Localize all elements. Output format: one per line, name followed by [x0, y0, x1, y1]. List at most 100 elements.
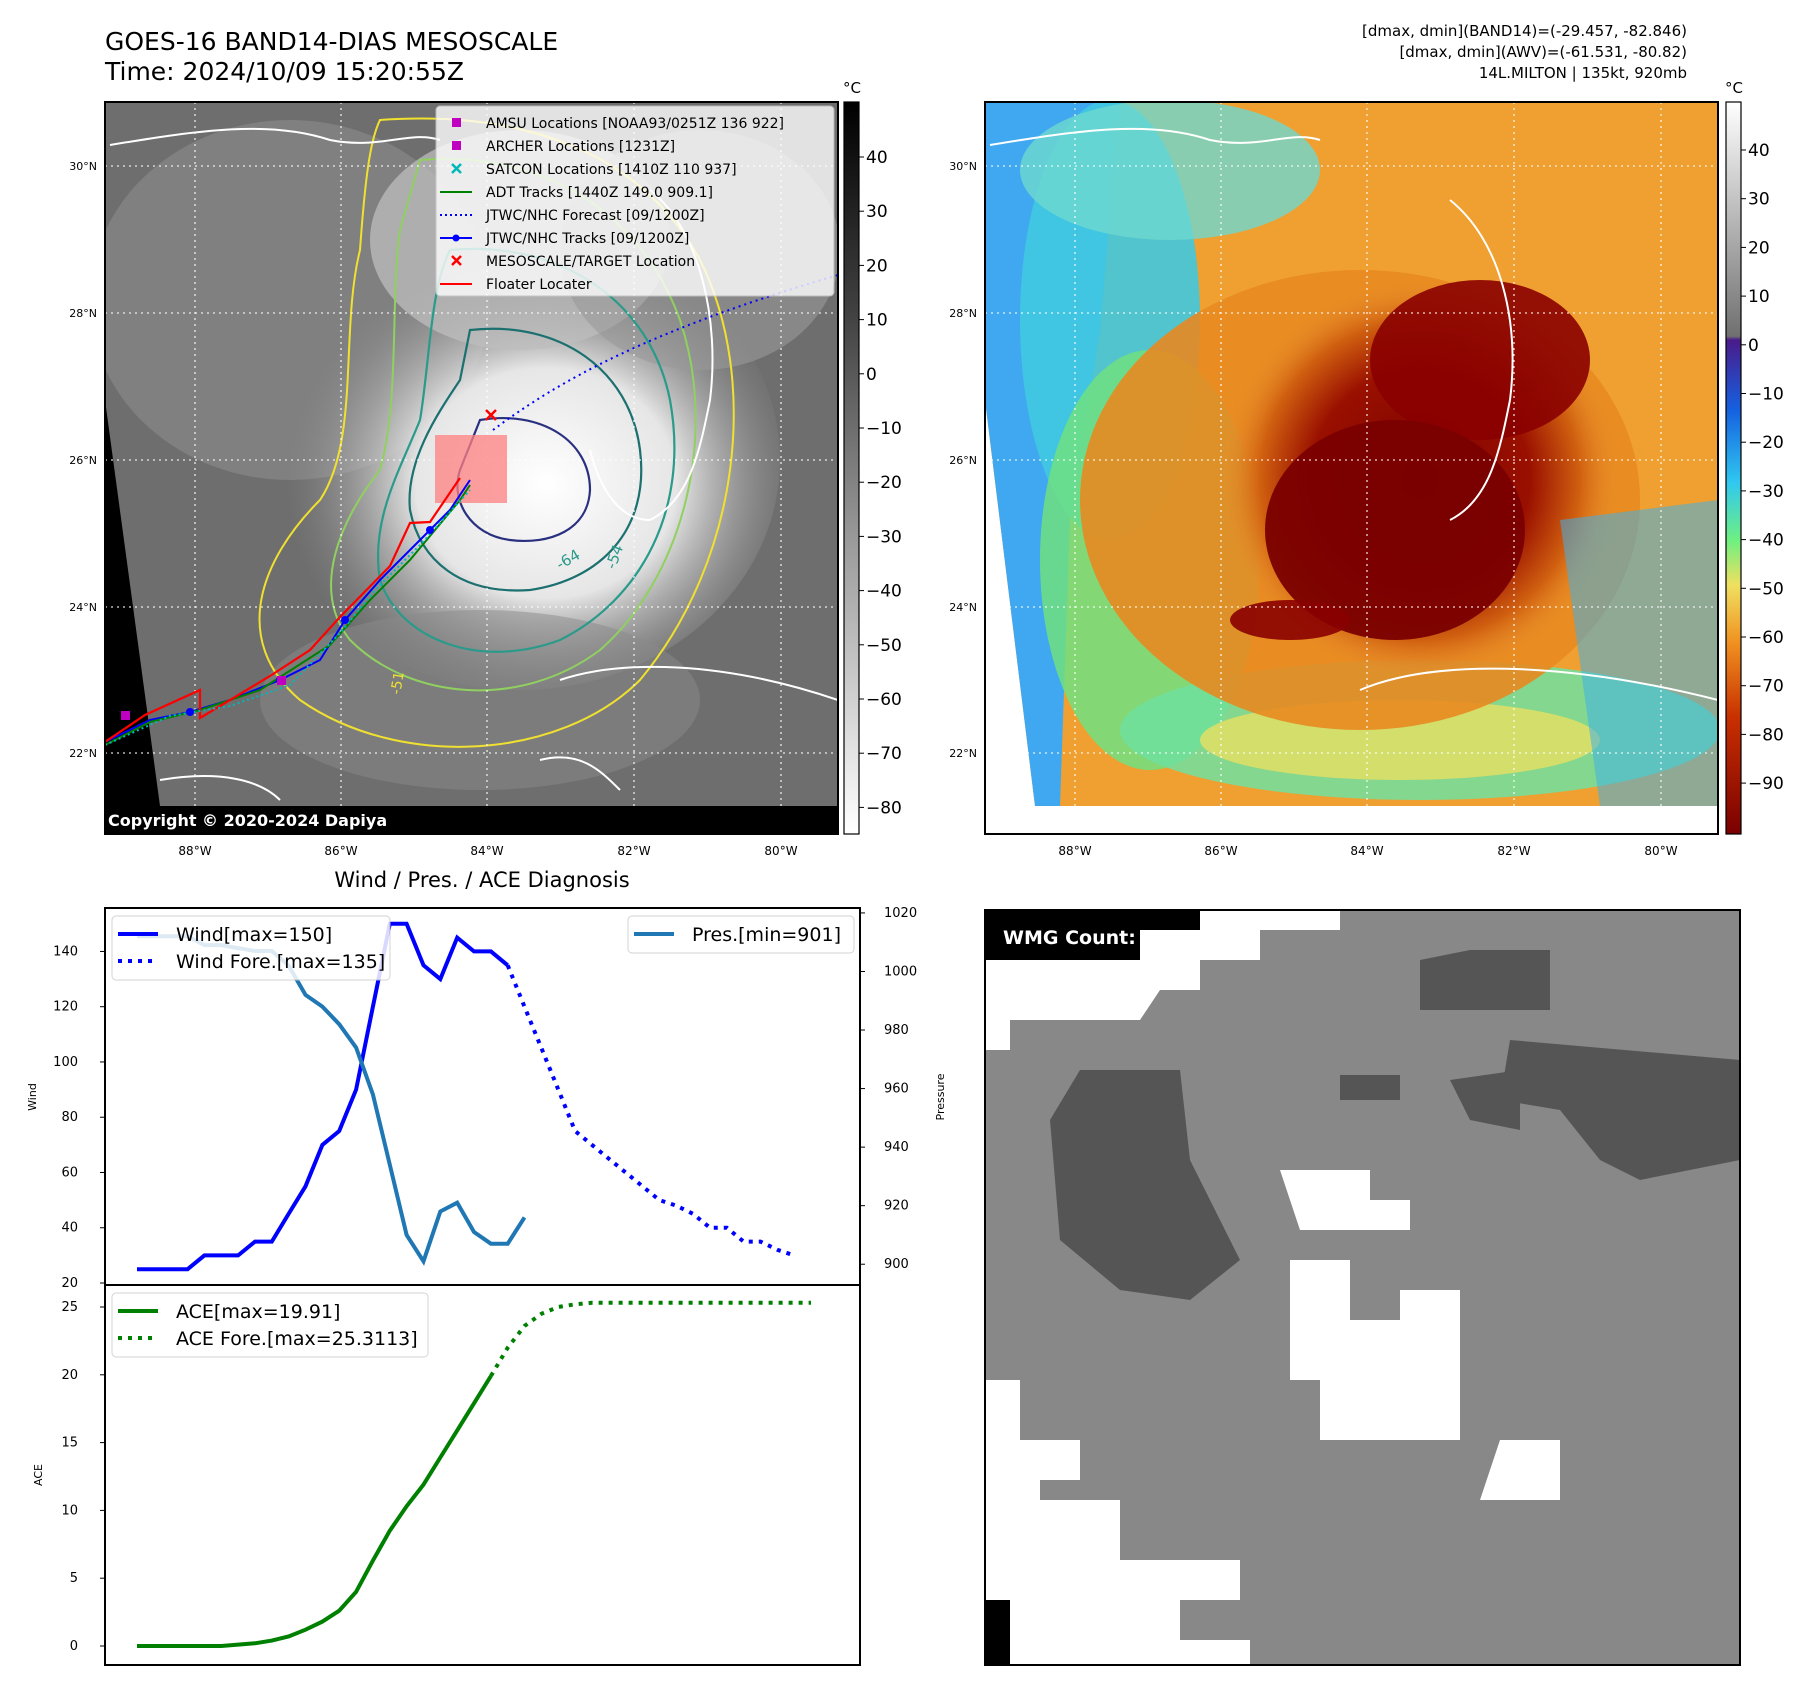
info-awv: [dmax, dmin](AWV)=(-61.531, -80.82) [1399, 43, 1687, 61]
y2-tick-label: 940 [884, 1140, 909, 1155]
wmg-count-label: WMG Count: 0 [1003, 927, 1156, 949]
y-tick-label: 25 [61, 1300, 78, 1315]
legend-box [111, 915, 391, 981]
lat-label: 30°N [69, 160, 97, 173]
wind-pressure-chart: Wind / Pres. / ACE Diagnosis 140 120 100 80… [26, 868, 947, 1291]
wind-legend: Wind[max=150] Wind Fore.[max=135] [111, 915, 391, 981]
y-tick-label: 80 [61, 1110, 78, 1125]
legend-label: SATCON Locations [1410Z 110 937] [486, 162, 737, 178]
colorbar-tick-label: 30 [1748, 190, 1770, 210]
info-storm: 14L.MILTON | 135kt, 920mb [1478, 64, 1687, 82]
legend-marker [451, 163, 462, 174]
y-tick-label: 140 [53, 944, 78, 959]
legend-item: ARCHER Locations [1231Z] [452, 139, 675, 155]
y-tick-label: 100 [53, 1055, 78, 1070]
wv-colorbar: °C 40 30 20 10 0 −10 −20 −30 −40 −50 −60 −70 −80 −90 [1725, 79, 1784, 835]
colorbar-tick-label: −40 [1748, 531, 1784, 551]
legend-item: MESOSCALE/TARGET Location [451, 254, 695, 270]
legend-box [111, 1292, 429, 1358]
legend-label: JTWC/NHC Forecast [09/1200Z] [485, 208, 705, 224]
lon-label: 86°W [324, 844, 357, 858]
legend-label: Floater Locater [486, 277, 592, 293]
y2-tick-label: 1020 [884, 906, 917, 921]
y-tick-label: 15 [61, 1436, 78, 1451]
colorbar-tick-label: −20 [866, 473, 902, 493]
contour-label: -51 [388, 670, 408, 695]
legend-marker [451, 255, 462, 266]
y2-tick-label: 980 [884, 1023, 909, 1038]
legend-item: AMSU Locations [NOAA93/0251Z 136 922] [452, 116, 784, 132]
y2-tick-label: 1000 [884, 964, 917, 979]
legend-label: Wind[max=150] [176, 924, 332, 946]
legend-label: AMSU Locations [NOAA93/0251Z 136 922] [486, 116, 784, 132]
ir-colorbar-unit: °C [843, 79, 861, 97]
lon-label: 80°W [764, 844, 797, 858]
ir-satellite-image: -64 -54 -51 Copyright © 2020-2024 Dapiya… [105, 102, 838, 834]
colorbar-tick-label: −40 [866, 582, 902, 602]
y-tick-label: 20 [61, 1368, 78, 1383]
legend-label: Wind Fore.[max=135] [176, 951, 385, 973]
colorbar-tick-label: −10 [866, 419, 902, 439]
legend-label: JTWC/NHC Tracks [09/1200Z] [485, 231, 689, 247]
lat-label: 22°N [949, 747, 977, 760]
series-line [137, 921, 509, 1272]
wv-satellite-panel [984, 101, 1719, 835]
colorbar-tick-label: 10 [866, 311, 888, 331]
legend-marker [452, 141, 461, 150]
lat-label: 24°N [949, 601, 977, 614]
wv-colorbar-unit: °C [1725, 79, 1743, 97]
legend-item: ADT Tracks [1440Z 149.0 909.1] [440, 185, 713, 201]
y-tick-label: 0 [70, 1639, 78, 1654]
colorbar-tick-label: −70 [1748, 677, 1784, 697]
lon-label: 82°W [1497, 844, 1530, 858]
legend-item: JTWC/NHC Tracks [09/1200Z] [440, 231, 689, 247]
diagnosis-title: Wind / Pres. / ACE Diagnosis [334, 868, 629, 892]
lon-label: 80°W [1644, 844, 1677, 858]
colorbar-tick-label: 0 [866, 365, 877, 385]
colorbar-tick-label: −30 [1748, 482, 1784, 502]
lat-label: 26°N [949, 454, 977, 467]
colorbar-tick-label: −50 [1748, 579, 1784, 599]
lat-label: 30°N [949, 160, 977, 173]
chart-title: GOES-16 BAND14-DIAS MESOSCALE [105, 27, 559, 56]
legend-label: ACE[max=19.91] [176, 1301, 340, 1323]
series-line [137, 1374, 493, 1648]
ace-axis-label: ACE [32, 1464, 45, 1486]
colorbar-tick-label: 40 [1748, 141, 1770, 161]
ace-legend: ACE[max=19.91] ACE Fore.[max=25.3113] [111, 1292, 429, 1358]
colorbar-tick-label: 30 [866, 202, 888, 222]
pressure-axis-label: Pressure [934, 1073, 947, 1120]
legend-item: SATCON Locations [1410Z 110 937] [451, 162, 737, 178]
ir-satellite-panel: -64 -54 -51 Copyright © 2020-2024 Dapiya… [104, 101, 839, 835]
y-tick-label: 40 [61, 1221, 78, 1236]
legend-label: ACE Fore.[max=25.3113] [176, 1328, 418, 1350]
lon-label: 84°W [470, 844, 503, 858]
y-tick-label: 10 [61, 1503, 78, 1518]
colorbar-tick-label: −70 [866, 744, 902, 764]
colorbar-tick-label: −90 [1748, 774, 1784, 794]
legend-label: Pres.[min=901] [692, 924, 841, 946]
legend-label: ARCHER Locations [1231Z] [486, 139, 675, 155]
colorbar-tick-label: −80 [1748, 725, 1784, 745]
pressure-legend: Pres.[min=901] [627, 915, 855, 954]
colorbar-tick-label: −80 [866, 798, 902, 818]
legend-box [627, 915, 855, 954]
y2-tick-label: 960 [884, 1082, 909, 1097]
colorbar-tick-label: −60 [866, 690, 902, 710]
y-tick-label: 120 [53, 1000, 78, 1015]
ace-chart: 25 20 15 10 5 0 ACE[max=19.91] ACE Fore.[max=25… [32, 1284, 861, 1666]
legend-item: JTWC/NHC Forecast [09/1200Z] [440, 208, 705, 224]
colorbar-tick-label: 0 [1748, 336, 1759, 356]
ir-legend: AMSU Locations [NOAA93/0251Z 136 922] ARC… [435, 105, 835, 297]
lon-label: 86°W [1204, 844, 1237, 858]
lon-label: 88°W [1058, 844, 1091, 858]
colorbar-tick-label: −30 [866, 527, 902, 547]
y2-tick-label: 920 [884, 1199, 909, 1214]
lon-label: 82°W [617, 844, 650, 858]
legend-marker [452, 234, 460, 242]
colorbar-tick-label: −10 [1748, 385, 1784, 405]
wmg-image: WMG Count: 0 [985, 910, 1740, 1665]
colorbar-tick-label: −60 [1748, 628, 1784, 648]
y-tick-label: 20 [61, 1276, 78, 1291]
